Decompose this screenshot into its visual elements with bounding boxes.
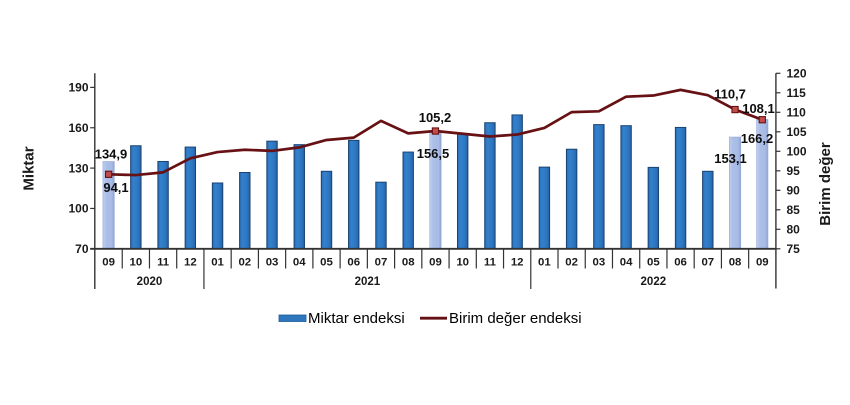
svg-text:75: 75 [787,242,801,256]
svg-text:08: 08 [729,256,742,268]
svg-text:80: 80 [787,223,801,237]
svg-text:10: 10 [456,256,469,268]
svg-text:2022: 2022 [641,276,667,288]
svg-text:09: 09 [102,256,115,268]
svg-text:03: 03 [266,256,279,268]
svg-text:105: 105 [787,125,807,139]
svg-text:09: 09 [756,256,769,268]
svg-text:10: 10 [130,256,143,268]
svg-text:70: 70 [75,242,89,256]
svg-text:12: 12 [511,256,524,268]
svg-text:Birim değer: Birim değer [817,142,834,226]
svg-text:Birim değer endeksi: Birim değer endeksi [449,310,582,327]
svg-text:110,7: 110,7 [714,87,746,102]
svg-text:105,2: 105,2 [419,110,452,125]
svg-text:01: 01 [538,256,551,268]
svg-text:120: 120 [787,67,807,81]
svg-text:100: 100 [787,145,807,159]
svg-text:06: 06 [674,256,687,268]
svg-text:160: 160 [68,121,88,135]
svg-text:07: 07 [375,256,388,268]
svg-text:05: 05 [647,256,660,268]
svg-text:05: 05 [320,256,333,268]
svg-text:02: 02 [565,256,578,268]
svg-text:94,1: 94,1 [103,180,128,195]
svg-text:12: 12 [184,256,197,268]
svg-text:2020: 2020 [137,276,163,288]
svg-text:190: 190 [68,81,88,95]
svg-text:134,9: 134,9 [95,147,128,162]
svg-text:Miktar: Miktar [21,146,38,190]
svg-text:115: 115 [787,86,807,100]
svg-text:01: 01 [211,256,224,268]
svg-text:130: 130 [68,161,88,175]
svg-text:08: 08 [402,256,415,268]
svg-text:07: 07 [701,256,714,268]
svg-text:110: 110 [787,106,807,120]
svg-text:153,1: 153,1 [714,151,747,166]
svg-text:166,2: 166,2 [741,131,774,146]
svg-text:06: 06 [347,256,360,268]
svg-text:108,1: 108,1 [742,101,775,116]
svg-text:90: 90 [787,184,801,198]
svg-text:156,5: 156,5 [417,146,450,161]
svg-text:2021: 2021 [355,276,381,288]
svg-text:02: 02 [238,256,251,268]
svg-text:11: 11 [157,256,170,268]
svg-text:95: 95 [787,164,801,178]
svg-text:03: 03 [593,256,606,268]
svg-text:11: 11 [484,256,497,268]
svg-text:04: 04 [293,256,306,268]
svg-text:100: 100 [68,202,88,216]
svg-text:85: 85 [787,203,801,217]
svg-text:04: 04 [620,256,633,268]
svg-text:09: 09 [429,256,442,268]
svg-text:Miktar endeksi: Miktar endeksi [308,310,405,327]
